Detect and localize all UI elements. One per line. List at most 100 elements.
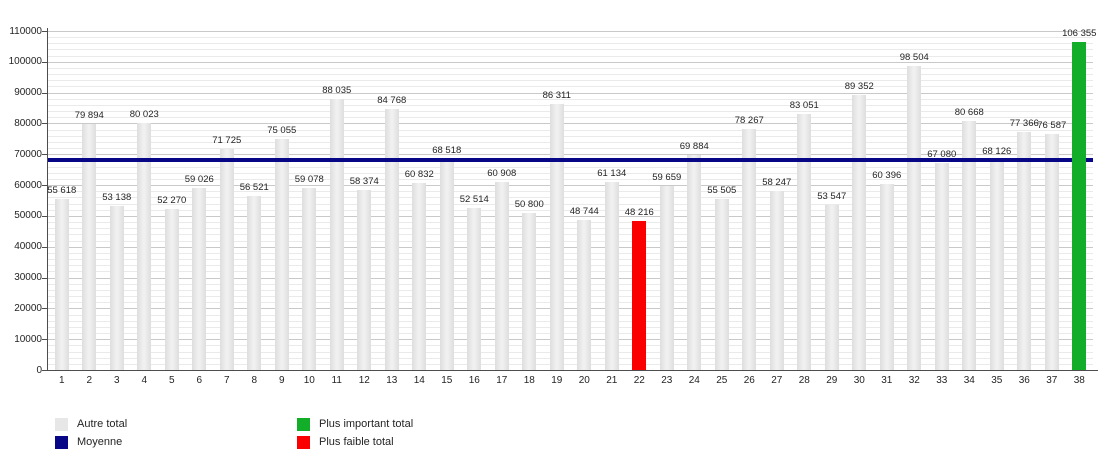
minor-gridline	[48, 203, 1093, 205]
plus-important-total-swatch	[297, 417, 310, 431]
minor-gridline	[48, 37, 1093, 39]
major-gridline	[48, 339, 1093, 341]
bar-value-label: 48 744	[569, 205, 599, 217]
minor-gridline	[48, 283, 1093, 285]
bar-value-label: 52 514	[459, 194, 489, 206]
minor-gridline	[48, 320, 1093, 322]
minor-gridline	[48, 166, 1093, 168]
bar-value-label: 59 078	[294, 173, 324, 185]
bar	[247, 195, 262, 370]
bar-value-label: 58 247	[762, 176, 792, 188]
bar-value-label: 106 355	[1062, 28, 1097, 40]
minor-gridline	[48, 67, 1093, 69]
minor-gridline	[48, 296, 1093, 298]
y-axis-tick	[42, 339, 47, 341]
minor-gridline	[48, 74, 1093, 76]
bar	[742, 128, 757, 370]
y-axis-tick	[42, 185, 47, 187]
major-gridline	[48, 277, 1093, 279]
bar	[467, 208, 482, 370]
bar	[714, 198, 729, 370]
major-gridline	[48, 185, 1093, 187]
bar-value-label: 53 547	[817, 190, 847, 202]
x-axis-label: 23	[661, 375, 673, 386]
x-axis-label: 9	[278, 375, 285, 386]
x-axis-label: 2	[86, 375, 93, 386]
bar	[687, 154, 702, 370]
bar-value-label: 50 800	[514, 199, 544, 211]
bar-value-label: 78 267	[734, 114, 764, 126]
bar-value-label: 59 026	[184, 174, 214, 186]
bar-value-label: 76 587	[1037, 119, 1067, 131]
y-axis-tick	[42, 308, 47, 310]
y-axis-tick	[42, 215, 47, 217]
minor-gridline	[48, 333, 1093, 335]
bar-value-label: 48 216	[624, 207, 654, 219]
x-axis-label: 21	[606, 375, 618, 386]
x-axis-label: 20	[578, 375, 590, 386]
legend-column-left: Autre total Moyenne	[55, 415, 127, 450]
x-axis-label: 17	[496, 375, 508, 386]
bar	[934, 163, 949, 370]
bar-value-label: 60 396	[872, 169, 902, 181]
legend-label: Plus important total	[319, 418, 414, 430]
x-axis-label: 37	[1046, 375, 1058, 386]
minor-gridline	[48, 228, 1093, 230]
bar	[1044, 133, 1059, 370]
y-axis-tick	[42, 246, 47, 248]
y-axis-label: 30000	[14, 272, 42, 284]
bar	[412, 182, 427, 370]
major-gridline	[48, 31, 1093, 32]
bar	[302, 187, 317, 370]
bar	[549, 104, 564, 370]
major-gridline	[48, 215, 1093, 217]
x-axis-label: 6	[196, 375, 203, 386]
legend-label: Plus faible total	[319, 436, 394, 448]
plot-area: 55 618 79 894 53 138 80 023 52 270 59 026 71 7…	[47, 28, 1097, 370]
bar-value-label: 84 768	[377, 94, 407, 106]
y-axis-tick	[42, 370, 47, 371]
minor-gridline	[48, 314, 1093, 316]
bar-value-label: 52 270	[157, 194, 187, 206]
bar	[192, 188, 207, 370]
y-axis-label: 40000	[14, 241, 42, 253]
y-axis-tick	[42, 61, 47, 63]
x-axis-label: 4	[141, 375, 148, 386]
x-axis-label: 29	[826, 375, 838, 386]
minor-gridline	[48, 234, 1093, 236]
x-axis-label: 12	[358, 375, 370, 386]
legend-item-plus-important-total: Plus important total	[297, 415, 413, 433]
x-axis-label: 16	[468, 375, 480, 386]
bar-max	[1072, 42, 1087, 370]
minor-gridline	[48, 326, 1093, 328]
minor-gridline	[48, 252, 1093, 254]
x-axis-label: 13	[386, 375, 398, 386]
bar-value-label: 79 894	[74, 109, 104, 121]
minor-gridline	[48, 222, 1093, 224]
bar-value-label: 61 134	[597, 167, 627, 179]
bar	[494, 182, 509, 370]
x-axis-label: 27	[771, 375, 783, 386]
bar	[989, 160, 1004, 370]
legend-item-autre-total: Autre total	[55, 415, 127, 433]
minor-gridline	[48, 104, 1093, 106]
y-axis-label: 100000	[8, 56, 42, 68]
plus-faible-total-swatch	[297, 435, 310, 449]
minor-gridline	[48, 178, 1093, 180]
bar-value-label: 69 884	[679, 140, 709, 152]
bar	[797, 114, 812, 370]
minor-gridline	[48, 111, 1093, 113]
x-axis-label: 8	[251, 375, 258, 386]
bar	[1017, 131, 1032, 370]
x-axis-label: 28	[798, 375, 810, 386]
bar	[137, 123, 152, 370]
minor-gridline	[48, 86, 1093, 88]
bar-value-label: 98 504	[899, 52, 929, 64]
bar-value-label: 56 521	[239, 181, 269, 193]
y-axis-label: 50000	[14, 210, 42, 222]
y-axis-label: 0	[36, 364, 42, 376]
y-axis-label: 60000	[14, 179, 42, 191]
y-axis-tick	[42, 123, 47, 125]
x-axis-label: 33	[936, 375, 948, 386]
